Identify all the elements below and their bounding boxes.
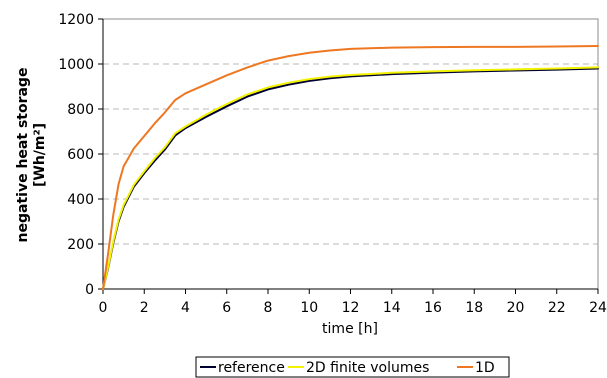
- series-line-2d-finite-volumes: [102, 66, 599, 290]
- y-tick-label: 800: [67, 102, 94, 118]
- x-tick-label: 20: [507, 300, 525, 316]
- series-line-reference: [102, 67, 599, 290]
- legend-label-2d-finite-volumes: 2D finite volumes: [306, 360, 429, 376]
- series-line-1d: [102, 45, 599, 290]
- y-tick-label: 600: [67, 147, 94, 163]
- x-tick-label: 16: [424, 300, 442, 316]
- x-tick-label: 12: [342, 300, 360, 316]
- y-tick-label: 1200: [58, 12, 94, 28]
- y-tick-label: 400: [67, 192, 94, 208]
- legend: reference 2D finite volumes 1D: [195, 356, 510, 378]
- y-tick-label: 0: [85, 282, 94, 298]
- x-tick-label: 22: [548, 300, 566, 316]
- y-axis-title-line-1: negative heat storage: [15, 68, 31, 243]
- legend-box: [195, 356, 510, 378]
- x-tick-label: 0: [99, 300, 108, 316]
- x-tick-label: 14: [383, 300, 401, 316]
- x-tick-labels: 0 2 4 6 8 10 12 14 16 18 20 22 24: [99, 289, 607, 316]
- y-tick-labels: 0 200 400 600 800 1000 1200: [58, 12, 103, 298]
- x-axis-title: time [h]: [322, 321, 378, 337]
- x-tick-label: 10: [300, 300, 318, 316]
- legend-label-1d: 1D: [475, 360, 495, 376]
- legend-label-reference: reference: [218, 360, 285, 376]
- x-tick-label: 8: [264, 300, 273, 316]
- y-axis-title-line-2: [Wh/m²]: [32, 123, 48, 187]
- y-axis-title: negative heat storage [Wh/m²]: [15, 68, 48, 243]
- y-tick-label: 1000: [58, 57, 94, 73]
- x-tick-label: 6: [222, 300, 231, 316]
- x-tick-label: 4: [181, 300, 190, 316]
- gridlines: [103, 63, 598, 245]
- y-tick-label: 200: [67, 237, 94, 253]
- x-tick-label: 18: [465, 300, 483, 316]
- x-tick-label: 2: [140, 300, 149, 316]
- series-lines: [102, 45, 599, 290]
- x-tick-label: 24: [589, 300, 607, 316]
